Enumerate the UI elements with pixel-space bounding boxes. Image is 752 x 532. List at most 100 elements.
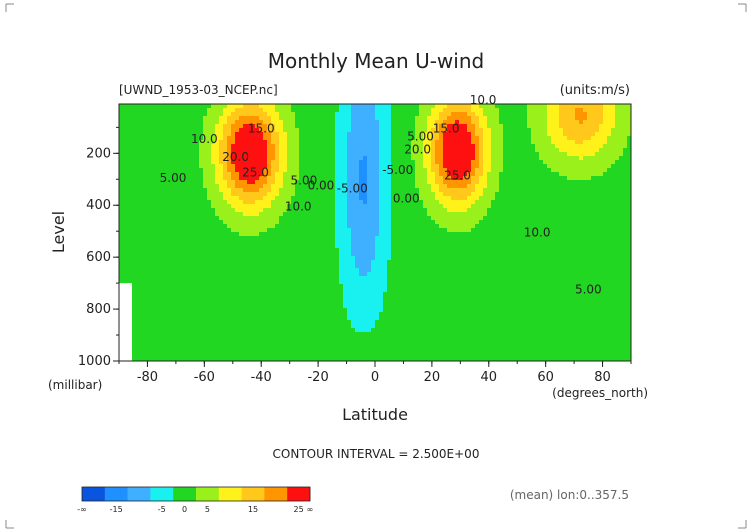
contour-cell	[467, 176, 472, 181]
contour-cell	[307, 148, 312, 153]
contour-cell	[535, 164, 540, 169]
contour-cell	[211, 172, 216, 177]
contour-cell	[119, 152, 124, 157]
contour-cell	[279, 160, 284, 165]
contour-cell	[407, 184, 412, 189]
contour-cell	[435, 252, 440, 257]
contour-cell	[159, 188, 164, 193]
contour-cell	[591, 180, 596, 185]
contour-cell	[467, 132, 472, 137]
contour-cell	[175, 136, 180, 141]
contour-cell	[375, 152, 380, 157]
contour-cell	[319, 188, 324, 193]
contour-cell	[427, 220, 432, 225]
contour-cell	[159, 112, 164, 117]
contour-cell	[571, 124, 576, 129]
contour-cell	[323, 108, 328, 113]
contour-cell	[303, 168, 308, 173]
contour-cell	[223, 184, 228, 189]
contour-cell	[607, 208, 612, 213]
contour-cell	[283, 168, 288, 173]
contour-cell	[551, 228, 556, 233]
contour-cell	[155, 200, 160, 205]
contour-cell	[531, 256, 536, 261]
contour-cell	[251, 212, 256, 217]
contour-cell	[331, 240, 336, 245]
contour-cell	[619, 232, 624, 237]
contour-cell	[599, 180, 604, 185]
contour-cell	[239, 248, 244, 253]
contour-cell	[403, 172, 408, 177]
contour-cell	[575, 124, 580, 129]
contour-cell	[371, 148, 376, 153]
contour-cell	[595, 140, 600, 145]
contour-cell	[235, 256, 240, 261]
contour-cell	[127, 104, 132, 109]
contour-cell	[295, 144, 300, 149]
contour-cell	[511, 244, 516, 249]
contour-cell	[355, 156, 360, 161]
contour-cell	[139, 112, 144, 117]
contour-cell	[495, 212, 500, 217]
contour-cell	[251, 180, 256, 185]
contour-cell	[191, 212, 196, 217]
contour-cell	[571, 208, 576, 213]
contour-cell	[147, 144, 152, 149]
contour-cell	[607, 152, 612, 157]
contour-cell	[171, 208, 176, 213]
contour-cell	[159, 152, 164, 157]
contour-cell	[151, 220, 156, 225]
contour-cell	[603, 252, 608, 257]
contour-cell	[487, 112, 492, 117]
contour-cell	[267, 116, 272, 121]
contour-cell	[187, 152, 192, 157]
contour-cell	[511, 164, 516, 169]
contour-cell	[255, 196, 260, 201]
contour-cell	[215, 244, 220, 249]
contour-cell	[271, 244, 276, 249]
contour-cell	[627, 204, 631, 209]
contour-cell	[163, 148, 168, 153]
contour-cell	[247, 116, 252, 121]
contour-cell	[387, 132, 392, 137]
contour-cell	[159, 228, 164, 233]
contour-cell	[443, 144, 448, 149]
contour-cell	[335, 128, 340, 133]
contour-cell	[355, 208, 360, 213]
contour-cell	[387, 212, 392, 217]
contour-cell	[459, 104, 464, 109]
contour-cell	[239, 176, 244, 181]
contour-cell	[367, 176, 372, 181]
contour-cell	[475, 208, 480, 213]
contour-cell	[599, 236, 604, 241]
contour-cell	[219, 204, 224, 209]
contour-cell	[579, 176, 584, 181]
contour-cell	[263, 180, 268, 185]
contour-cell	[539, 172, 544, 177]
contour-cell	[571, 192, 576, 197]
contour-cell	[439, 212, 444, 217]
contour-cell	[515, 124, 520, 129]
contour-cell	[387, 168, 392, 173]
contour-cell	[379, 140, 384, 145]
contour-cell	[571, 176, 576, 181]
contour-cell	[155, 112, 160, 117]
contour-cell	[163, 168, 168, 173]
contour-cell	[227, 124, 232, 129]
contour-cell	[291, 244, 296, 249]
contour-cell	[231, 156, 236, 161]
contour-cell	[511, 176, 516, 181]
contour-cell	[551, 168, 556, 173]
contour-cell	[187, 220, 192, 225]
contour-cell	[335, 224, 340, 229]
contour-cell	[399, 140, 404, 145]
contour-cell	[447, 116, 452, 121]
contour-cell	[135, 164, 140, 169]
contour-cell	[431, 244, 436, 249]
contour-cell	[287, 256, 292, 261]
contour-cell	[191, 188, 196, 193]
contour-cell	[315, 112, 320, 117]
contour-cell	[151, 148, 156, 153]
contour-cell	[599, 204, 604, 209]
contour-cell	[603, 172, 608, 177]
